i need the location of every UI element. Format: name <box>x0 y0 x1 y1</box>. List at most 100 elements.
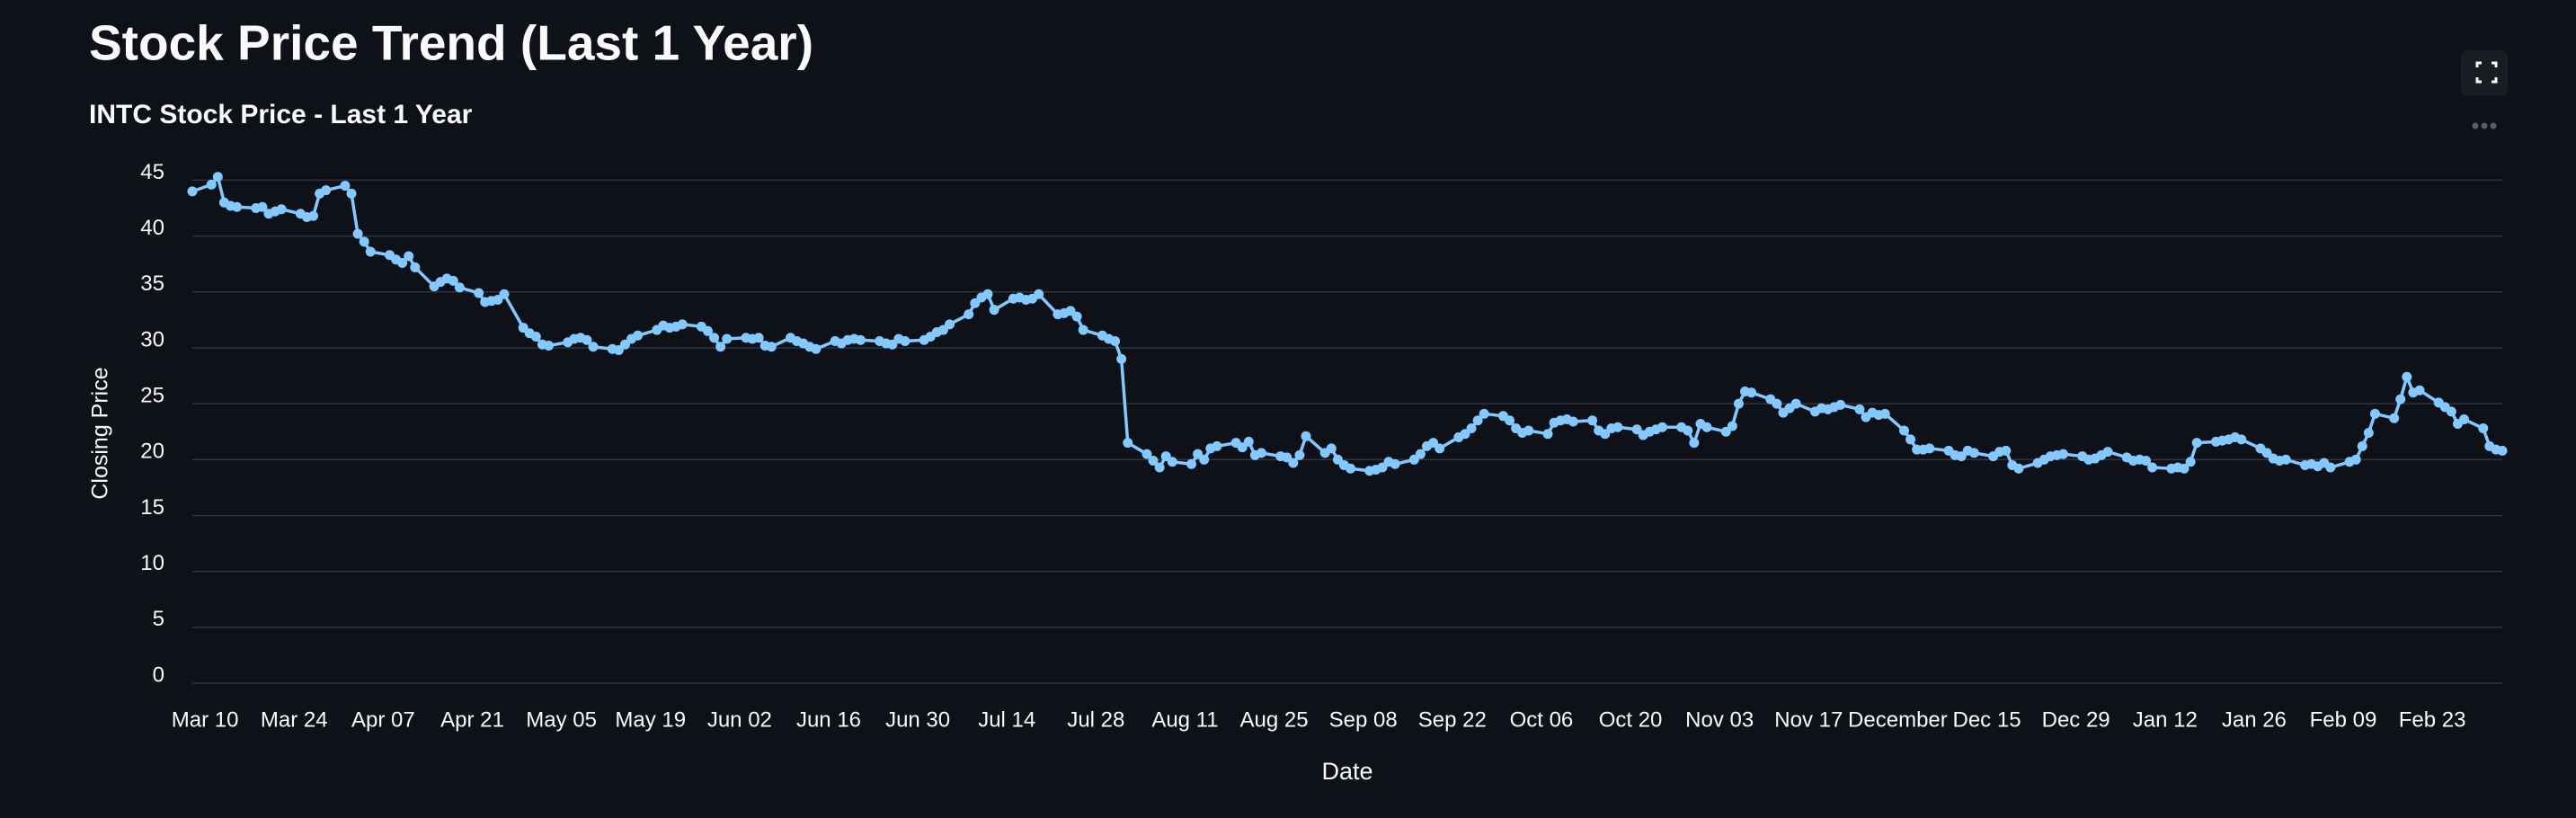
x-tick-label: Nov 17 <box>1774 707 1843 732</box>
point <box>1460 429 1470 440</box>
point <box>493 294 503 305</box>
point <box>359 236 369 247</box>
point <box>989 305 999 316</box>
y-tick-label: 15 <box>140 495 164 520</box>
menu-dot <box>2472 122 2479 129</box>
point <box>1332 454 1343 465</box>
point <box>1167 457 1177 467</box>
point <box>1956 451 1967 462</box>
point <box>887 339 898 350</box>
point <box>2325 462 2336 473</box>
fullscreen-button[interactable] <box>2461 50 2508 95</box>
x-tick-label: May 19 <box>615 707 686 732</box>
point <box>1346 463 1356 474</box>
point <box>1110 335 1121 346</box>
point <box>2191 438 2202 449</box>
point <box>2395 394 2406 405</box>
point <box>964 309 974 320</box>
point <box>530 332 541 342</box>
x-tick-label: Apr 21 <box>440 707 504 732</box>
point <box>1879 408 1890 419</box>
y-tick-label: 20 <box>140 440 164 464</box>
point <box>1199 454 1210 465</box>
point <box>1301 431 1311 441</box>
point <box>722 333 733 344</box>
point <box>1390 458 1400 469</box>
point <box>1160 451 1171 462</box>
point <box>1065 306 1076 316</box>
point <box>1720 426 1731 437</box>
point <box>308 210 319 221</box>
point <box>970 298 981 308</box>
point <box>1408 454 1419 465</box>
point <box>588 342 599 352</box>
point <box>2261 448 2272 458</box>
point <box>1034 289 1044 299</box>
y-tick-label: 10 <box>140 551 164 575</box>
x-tick-label: Jul 28 <box>1067 707 1124 732</box>
x-tick-label: Mar 10 <box>172 707 239 732</box>
point <box>448 275 458 286</box>
point <box>2350 454 2361 465</box>
x-tick-label: December <box>1848 707 1948 732</box>
y-tick-label: 25 <box>140 383 164 407</box>
point <box>2459 414 2470 425</box>
point <box>1466 422 1477 433</box>
point <box>1968 448 1979 458</box>
point <box>499 289 510 299</box>
point <box>454 282 465 293</box>
point <box>1212 440 1222 451</box>
point <box>937 325 948 335</box>
x-tick-label: Mar 24 <box>261 707 328 732</box>
fullscreen-icon <box>2475 61 2498 84</box>
point <box>1428 438 1439 449</box>
point <box>2414 385 2425 396</box>
x-tick-label: Jun 02 <box>707 707 772 732</box>
point <box>1772 398 1782 409</box>
point <box>2497 445 2508 456</box>
point <box>1898 425 1909 436</box>
x-tick-label: Oct 06 <box>1510 707 1574 732</box>
point <box>352 228 363 239</box>
point <box>2369 408 2380 419</box>
menu-dot <box>2481 122 2488 129</box>
point <box>709 333 720 343</box>
point <box>1790 398 1801 409</box>
point <box>1542 429 1553 440</box>
point <box>410 262 421 272</box>
point <box>1237 442 1248 453</box>
x-tick-label: Apr 07 <box>351 707 415 732</box>
point <box>340 181 351 191</box>
point <box>404 251 414 262</box>
y-tick-label: 5 <box>153 607 164 631</box>
x-tick-label: May 05 <box>526 707 597 732</box>
point <box>1924 443 1935 454</box>
point <box>1256 448 1266 458</box>
menu-button[interactable] <box>2472 122 2497 129</box>
point <box>1294 449 1305 460</box>
point <box>1154 462 1165 473</box>
point <box>543 340 554 351</box>
y-tick-label: 45 <box>140 160 164 184</box>
point <box>257 201 268 212</box>
x-tick-label: Aug 11 <box>1151 707 1218 732</box>
x-tick-label: Jun 30 <box>885 707 950 732</box>
point <box>1701 422 1712 432</box>
point <box>2102 447 2113 458</box>
point <box>1243 436 1254 447</box>
point <box>1326 443 1337 454</box>
point <box>619 339 630 350</box>
point <box>715 342 726 352</box>
button-bg <box>2461 50 2508 95</box>
point <box>2179 463 2190 474</box>
point <box>1600 429 1611 440</box>
point <box>1587 415 1598 426</box>
menu-dot <box>2490 122 2497 129</box>
point <box>1905 434 1916 445</box>
point <box>1835 399 1846 410</box>
point <box>1116 353 1127 364</box>
point <box>1435 443 1445 454</box>
point <box>1689 438 1700 449</box>
